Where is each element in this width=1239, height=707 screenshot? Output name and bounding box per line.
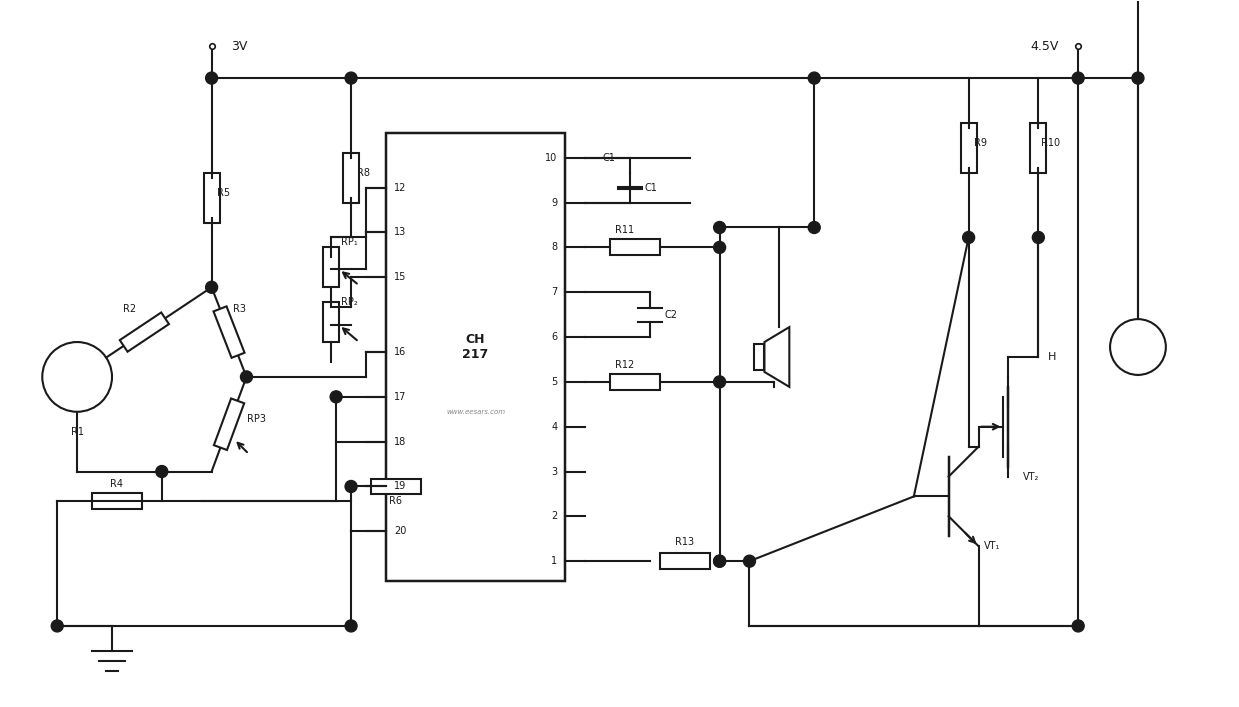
Bar bbox=[203, 173, 219, 223]
Text: 17: 17 bbox=[394, 392, 406, 402]
Text: RP₂: RP₂ bbox=[341, 297, 358, 308]
Text: R11: R11 bbox=[616, 226, 634, 235]
Circle shape bbox=[1132, 72, 1144, 84]
Text: 6: 6 bbox=[551, 332, 558, 342]
Text: 3V: 3V bbox=[232, 40, 248, 53]
Bar bbox=[323, 302, 339, 342]
Text: 4.5V: 4.5V bbox=[1030, 40, 1058, 53]
Text: H: H bbox=[1048, 352, 1057, 362]
Text: R4: R4 bbox=[110, 479, 124, 489]
Circle shape bbox=[1032, 231, 1044, 243]
Bar bbox=[343, 153, 359, 203]
Text: R13: R13 bbox=[675, 537, 694, 547]
Circle shape bbox=[51, 620, 63, 632]
Circle shape bbox=[963, 231, 975, 243]
Circle shape bbox=[1110, 319, 1166, 375]
Polygon shape bbox=[764, 327, 789, 387]
Text: R1: R1 bbox=[71, 427, 84, 437]
Text: 20: 20 bbox=[394, 526, 406, 537]
Text: R9: R9 bbox=[974, 138, 987, 148]
Text: 2: 2 bbox=[551, 511, 558, 521]
Text: R2: R2 bbox=[123, 304, 136, 314]
Bar bbox=[213, 306, 244, 358]
Circle shape bbox=[206, 281, 218, 293]
Circle shape bbox=[346, 620, 357, 632]
Text: R3: R3 bbox=[233, 304, 245, 314]
Circle shape bbox=[42, 342, 112, 411]
Text: VT₂: VT₂ bbox=[1023, 472, 1040, 481]
Text: C1: C1 bbox=[602, 153, 615, 163]
Text: VT₁: VT₁ bbox=[984, 542, 1000, 551]
Bar bbox=[385, 133, 565, 581]
Circle shape bbox=[714, 376, 726, 388]
Circle shape bbox=[714, 555, 726, 567]
Bar bbox=[610, 240, 660, 255]
Text: 8: 8 bbox=[551, 243, 558, 252]
Text: RP₁: RP₁ bbox=[341, 238, 358, 247]
Circle shape bbox=[206, 72, 218, 84]
Bar bbox=[1031, 123, 1046, 173]
Circle shape bbox=[240, 371, 253, 383]
Circle shape bbox=[714, 242, 726, 253]
Circle shape bbox=[346, 481, 357, 493]
Bar bbox=[755, 344, 764, 370]
Circle shape bbox=[743, 555, 756, 567]
Text: 5: 5 bbox=[551, 377, 558, 387]
Circle shape bbox=[808, 72, 820, 84]
Bar bbox=[610, 374, 660, 390]
Circle shape bbox=[346, 72, 357, 84]
Bar bbox=[92, 493, 142, 509]
Text: 13: 13 bbox=[394, 228, 406, 238]
Text: R5: R5 bbox=[217, 187, 230, 198]
Text: 10: 10 bbox=[545, 153, 558, 163]
Bar bbox=[960, 123, 976, 173]
Text: R8: R8 bbox=[357, 168, 369, 177]
Bar bbox=[370, 479, 421, 494]
Text: 1: 1 bbox=[551, 556, 558, 566]
Circle shape bbox=[330, 391, 342, 403]
Text: C2: C2 bbox=[665, 310, 678, 320]
Text: 9: 9 bbox=[551, 197, 558, 208]
Text: R10: R10 bbox=[1041, 138, 1059, 148]
Circle shape bbox=[714, 555, 726, 567]
Text: CH
217: CH 217 bbox=[462, 333, 488, 361]
Bar bbox=[323, 247, 339, 287]
Text: 4: 4 bbox=[551, 421, 558, 432]
Text: R6: R6 bbox=[389, 496, 403, 506]
Text: 19: 19 bbox=[394, 481, 406, 491]
Circle shape bbox=[714, 221, 726, 233]
Text: RP3: RP3 bbox=[247, 414, 266, 424]
Bar bbox=[120, 312, 169, 351]
Circle shape bbox=[1072, 620, 1084, 632]
Bar bbox=[660, 553, 710, 569]
Text: www.eesars.com: www.eesars.com bbox=[446, 409, 506, 415]
Text: C1: C1 bbox=[646, 182, 658, 192]
Text: 15: 15 bbox=[394, 272, 406, 282]
Circle shape bbox=[156, 465, 167, 477]
Bar bbox=[214, 399, 244, 450]
Text: R12: R12 bbox=[616, 360, 634, 370]
Circle shape bbox=[808, 221, 820, 233]
Text: 18: 18 bbox=[394, 437, 406, 447]
Circle shape bbox=[1072, 72, 1084, 84]
Text: 3: 3 bbox=[551, 467, 558, 477]
Text: 16: 16 bbox=[394, 347, 406, 357]
Text: 12: 12 bbox=[394, 182, 406, 192]
Text: 7: 7 bbox=[551, 287, 558, 297]
